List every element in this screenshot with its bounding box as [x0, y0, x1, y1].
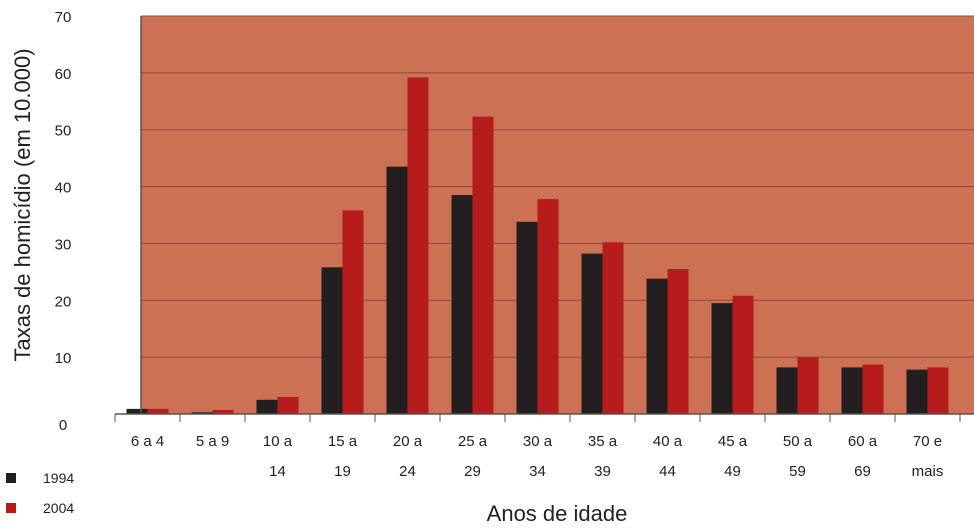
y-tick-label: 50: [55, 123, 72, 140]
bar-1994: [776, 367, 798, 414]
bar-2004: [277, 396, 299, 414]
x-tick-label: 10 a: [263, 433, 293, 450]
bar-2004: [212, 410, 234, 414]
legend-label: 2004: [43, 500, 74, 516]
y-tick-label: 60: [55, 66, 72, 83]
legend-swatch: [6, 473, 16, 483]
x-tick-label: 40 a: [653, 433, 683, 450]
y-tick-label: 20: [55, 293, 72, 310]
x-tick-label: 45 a: [718, 433, 748, 450]
bars: [126, 77, 949, 415]
bar-2004: [862, 364, 884, 414]
bar-2004: [927, 367, 949, 414]
x-tick-label: 29: [464, 463, 481, 480]
x-tick-label: 39: [594, 463, 611, 480]
x-tick-label: 24: [399, 463, 416, 480]
y-tick-labels: 0 10 20 30 40 50 60 70: [55, 9, 72, 434]
x-tick-label: 35 a: [588, 433, 618, 450]
y-tick-label: 40: [55, 180, 72, 197]
x-tick-label: 44: [659, 463, 676, 480]
bar-2004: [797, 357, 819, 414]
axes: [114, 16, 974, 422]
x-tick-label: 49: [724, 463, 741, 480]
bar-1994: [711, 303, 733, 414]
legend-label: 1994: [43, 470, 74, 486]
x-tick-label: 25 a: [458, 433, 488, 450]
bar-2004: [147, 408, 169, 414]
x-tick-label: 59: [789, 463, 806, 480]
bar-1994: [126, 408, 148, 414]
bar-1994: [451, 195, 473, 414]
y-axis-title: Taxas de homicídio (em 10.000): [10, 48, 35, 361]
bar-1994: [256, 399, 278, 414]
x-tick-label: 15 a: [328, 433, 358, 450]
x-tick-label: 5 a 9: [196, 433, 229, 450]
x-tick-label: 69: [854, 463, 871, 480]
bar-2004: [472, 116, 494, 414]
x-tick-label: 70 e: [913, 433, 942, 450]
legend: 1994 2004: [6, 470, 74, 516]
x-tick-label: mais: [912, 463, 944, 480]
x-axis-title: Anos de idade: [487, 501, 628, 526]
y-tick-label: 30: [55, 236, 72, 253]
bar-1994: [386, 166, 408, 414]
x-tick-label: 20 a: [393, 433, 423, 450]
bar-2004: [602, 242, 624, 414]
y-tick-label: 70: [55, 9, 72, 26]
x-tick-label: 50 a: [783, 433, 813, 450]
x-tick-label: 14: [269, 463, 286, 480]
bar-2004: [732, 295, 754, 414]
bar-1994: [321, 267, 343, 414]
bar-2004: [537, 199, 559, 414]
bar-2004: [667, 269, 689, 414]
bar-1994: [906, 369, 928, 414]
bar-1994: [646, 278, 668, 414]
bar-2004: [407, 77, 429, 415]
x-tick-labels: 6 a 4 5 a 9 10 a 14 15 a 19 20 a 24 25 a 29 30 a 34…: [131, 433, 944, 480]
y-tick-label: 10: [55, 350, 72, 367]
y-tick-label: 0: [59, 417, 67, 434]
x-tick-label: 34: [529, 463, 546, 480]
x-tick-label: 30 a: [523, 433, 553, 450]
bar-2004: [342, 210, 364, 414]
bar-1994: [581, 253, 603, 414]
x-tick-label: 6 a 4: [131, 433, 164, 450]
bar-1994: [841, 367, 863, 414]
x-tick-label: 19: [334, 463, 351, 480]
legend-swatch: [6, 503, 16, 513]
bar-1994: [516, 221, 538, 414]
x-tick-label: 60 a: [848, 433, 878, 450]
bar-1994: [191, 412, 213, 414]
